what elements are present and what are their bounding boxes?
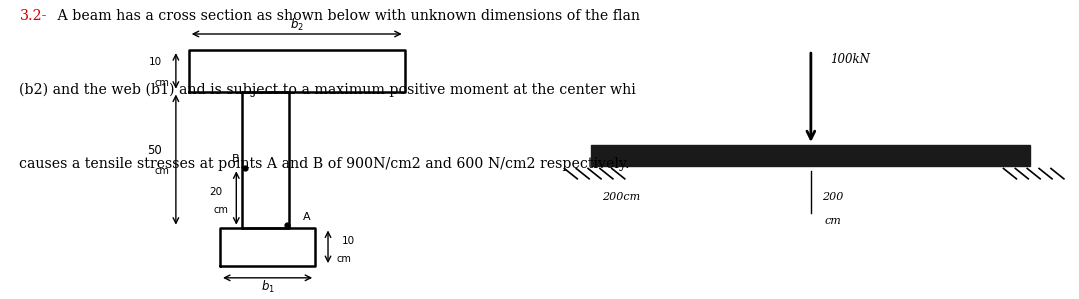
Text: 3.2-: 3.2- xyxy=(19,9,46,23)
Text: 10: 10 xyxy=(342,236,355,246)
Text: B: B xyxy=(232,154,240,164)
Text: causes a tensile stresses at points A and B of 900N/cm2 and 600 N/cm2 respective: causes a tensile stresses at points A an… xyxy=(19,157,630,171)
Text: 100kN: 100kN xyxy=(831,53,870,66)
Text: 200: 200 xyxy=(822,192,843,202)
Text: 10: 10 xyxy=(149,57,162,67)
Text: cm: cm xyxy=(214,205,229,215)
Text: $b_2$: $b_2$ xyxy=(290,16,303,33)
Text: 200cm: 200cm xyxy=(602,192,640,202)
Text: cm: cm xyxy=(154,167,169,176)
Text: cm: cm xyxy=(154,78,169,88)
Polygon shape xyxy=(591,145,1030,166)
Text: A: A xyxy=(303,212,311,222)
Text: cm: cm xyxy=(337,254,352,264)
Text: cm: cm xyxy=(825,216,842,226)
Text: 20: 20 xyxy=(209,187,222,197)
Text: A beam has a cross section as shown below with unknown dimensions of the flan: A beam has a cross section as shown belo… xyxy=(53,9,640,23)
Text: (b2) and the web (b1) and is subject to a maximum positive moment at the center : (b2) and the web (b1) and is subject to … xyxy=(19,83,637,97)
Text: 50: 50 xyxy=(147,144,162,157)
Text: $b_1$: $b_1$ xyxy=(261,279,274,295)
